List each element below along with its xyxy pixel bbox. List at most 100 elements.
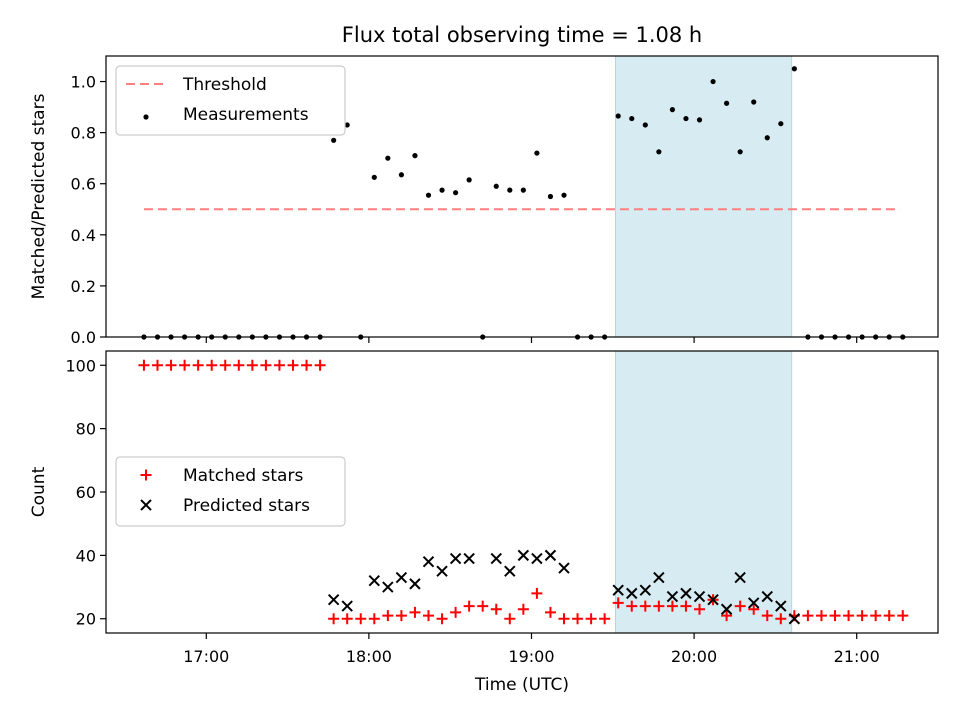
y-tick-label: 1.0 — [71, 73, 96, 92]
matched-star-point — [802, 610, 814, 622]
predicted-star-point — [341, 600, 353, 612]
matched-star-point — [829, 610, 841, 622]
matched-star-point — [328, 613, 340, 625]
matched-star-point — [219, 359, 231, 371]
matched-star-point — [585, 613, 597, 625]
predicted-star-point — [666, 590, 679, 603]
matched-star-point — [558, 613, 570, 625]
x-tick-label: 19:00 — [508, 647, 554, 666]
measurement-point — [791, 66, 797, 72]
x-axis-label: Time (UTC) — [474, 675, 569, 695]
y-axis-label: Matched/Predicted stars — [29, 93, 49, 299]
predicted-star-point — [558, 562, 570, 574]
axes-frame — [105, 55, 939, 338]
predicted-star-point — [734, 571, 746, 584]
matched-star-point — [233, 359, 245, 371]
legend-label: Matched stars — [183, 466, 303, 486]
matched-star-point — [531, 587, 543, 599]
measurement-point — [561, 192, 567, 198]
measurement-point — [520, 187, 526, 193]
bottom-panel: 20 40 60 80 100 17:00 18:00 19:00 20:00 21:00 Coun… — [29, 350, 939, 666]
predicted-star-point — [504, 565, 516, 577]
y-tick-label: 0.0 — [71, 328, 96, 347]
measurement-point — [710, 78, 716, 85]
top-panel: 0.0 0.2 0.4 0.6 0.8 1.0 Matched/Predicted star… — [29, 55, 939, 347]
x-tick-label: 18:00 — [346, 647, 392, 666]
matched-star-point — [206, 359, 218, 371]
matched-star-point — [246, 359, 258, 371]
matched-star-point — [477, 600, 489, 612]
matched-star-point — [287, 359, 299, 371]
measurement-point — [507, 187, 513, 193]
legend: Matched stars Predicted stars — [115, 456, 346, 527]
measurement-point — [493, 183, 499, 189]
measurement-point — [331, 137, 337, 143]
predicted-star-point — [436, 565, 448, 577]
predicted-star-point — [327, 594, 340, 606]
measurement-point — [683, 115, 689, 122]
matched-star-point — [612, 597, 624, 609]
predicted-star-point — [395, 571, 408, 584]
matched-star-point — [301, 359, 313, 371]
matched-star-point — [748, 603, 760, 615]
matched-star-point — [504, 613, 516, 625]
measurement-point — [629, 115, 635, 122]
predicted-star-point — [531, 552, 543, 565]
measurement-point — [642, 122, 648, 128]
predicted-star-point — [517, 549, 530, 562]
matched-star-point — [856, 610, 868, 622]
matched-star-point — [490, 603, 502, 615]
measurement-point — [656, 149, 662, 155]
matched-star-point — [151, 359, 163, 371]
predicted-star-point — [775, 600, 787, 612]
predicted-star-point — [680, 587, 692, 600]
matched-star-point — [572, 613, 584, 625]
predicted-star-point — [490, 552, 502, 565]
matched-star-point — [341, 613, 353, 625]
measurement-point — [615, 113, 621, 119]
matched-star-point — [395, 610, 407, 622]
matched-star-point — [260, 359, 272, 371]
measurement-point — [751, 99, 757, 105]
measurement-point — [724, 100, 730, 106]
matched-star-point — [463, 600, 475, 612]
predicted-star-point — [612, 584, 624, 596]
matched-star-point — [192, 359, 204, 371]
measurement-point — [412, 153, 418, 159]
y-tick-label: 0.2 — [71, 277, 96, 296]
matched-star-point — [680, 600, 692, 612]
matched-star-point — [721, 610, 733, 622]
highlight-span — [614, 350, 793, 634]
y-tick-label: 0.6 — [71, 175, 96, 194]
y-tick-label: 100 — [65, 356, 96, 375]
matched-star-point — [314, 359, 326, 371]
matched-star-point — [734, 600, 746, 612]
matched-star-point — [599, 613, 611, 625]
predicted-star-point — [693, 590, 706, 603]
measurement-point — [764, 135, 770, 141]
matched-star-point — [666, 600, 678, 612]
matched-star-point — [517, 603, 529, 615]
measurement-point — [344, 122, 350, 128]
matched-star-point — [450, 606, 462, 618]
predicted-star-point — [788, 613, 801, 625]
matched-star-point — [409, 606, 421, 618]
predicted-star-point — [626, 587, 638, 600]
highlight-span — [614, 55, 793, 338]
measurement-point — [453, 190, 459, 196]
measurement-point — [778, 121, 784, 127]
y-tick-label: 80 — [76, 420, 96, 439]
predicted-star-point — [422, 556, 435, 568]
matched-star-point — [883, 610, 895, 622]
measurement-point — [439, 187, 445, 193]
matched-star-point — [179, 359, 191, 371]
legend-predicted-swatch — [140, 499, 152, 511]
legend-label: Threshold — [182, 75, 267, 95]
matched-star-point — [870, 610, 882, 622]
y-tick-label: 0.4 — [71, 226, 96, 245]
matched-star-point — [273, 359, 285, 371]
matched-star-point — [815, 610, 827, 622]
predicted-star-point — [707, 594, 719, 606]
matched-star-point — [653, 600, 665, 612]
